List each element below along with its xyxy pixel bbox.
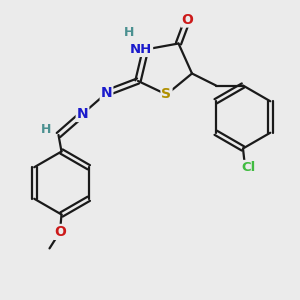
Text: H: H — [41, 123, 51, 136]
Text: N: N — [101, 86, 112, 100]
Text: O: O — [54, 225, 66, 239]
Text: Cl: Cl — [241, 161, 255, 174]
Text: O: O — [182, 13, 194, 26]
Text: H: H — [124, 26, 134, 40]
Text: N: N — [77, 107, 88, 121]
Text: NH: NH — [130, 43, 152, 56]
Text: S: S — [161, 88, 172, 101]
